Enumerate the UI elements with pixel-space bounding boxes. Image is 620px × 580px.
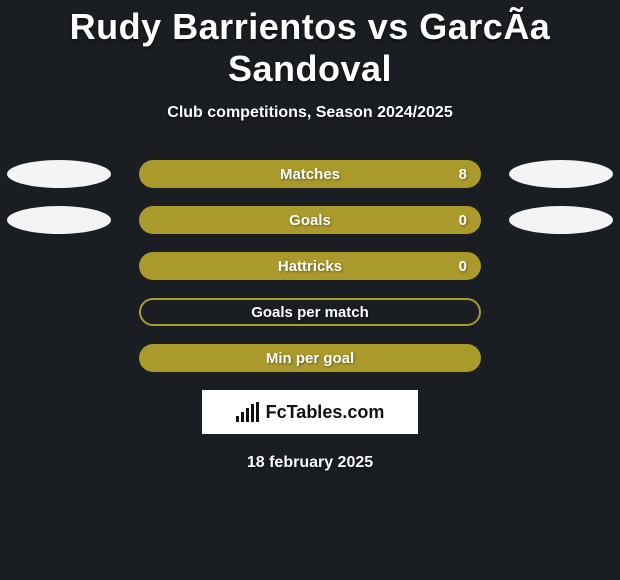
left-ellipse (7, 160, 111, 188)
brand-badge: FcTables.com (202, 390, 418, 434)
left-ellipse (7, 206, 111, 234)
stat-row: Goals per match (0, 298, 620, 326)
stat-bar: Hattricks 0 (139, 252, 481, 280)
stat-row: Goals 0 (0, 206, 620, 234)
stat-bar: Matches 8 (139, 160, 481, 188)
stat-value: 0 (459, 212, 467, 229)
stat-bar: Min per goal (139, 344, 481, 372)
stat-value: 8 (459, 166, 467, 183)
stat-label: Goals per match (251, 304, 369, 321)
stat-rows: Matches 8 Goals 0 Hattricks 0 Goals per match M… (0, 160, 620, 372)
comparison-subtitle: Club competitions, Season 2024/2025 (0, 104, 620, 122)
stat-value: 0 (459, 258, 467, 275)
stat-row: Matches 8 (0, 160, 620, 188)
stat-bar: Goals per match (139, 298, 481, 326)
brand-text: FcTables.com (266, 402, 385, 423)
stat-bar: Goals 0 (139, 206, 481, 234)
snapshot-date: 18 february 2025 (0, 454, 620, 472)
right-ellipse (509, 160, 613, 188)
stat-label: Goals (289, 212, 331, 229)
stat-label: Hattricks (278, 258, 342, 275)
stat-row: Hattricks 0 (0, 252, 620, 280)
stat-label: Matches (280, 166, 340, 183)
stat-row: Min per goal (0, 344, 620, 372)
bar-chart-icon (236, 402, 260, 422)
stat-label: Min per goal (266, 350, 354, 367)
comparison-title: Rudy Barrientos vs GarcÃa Sandoval (0, 0, 620, 90)
right-ellipse (509, 206, 613, 234)
